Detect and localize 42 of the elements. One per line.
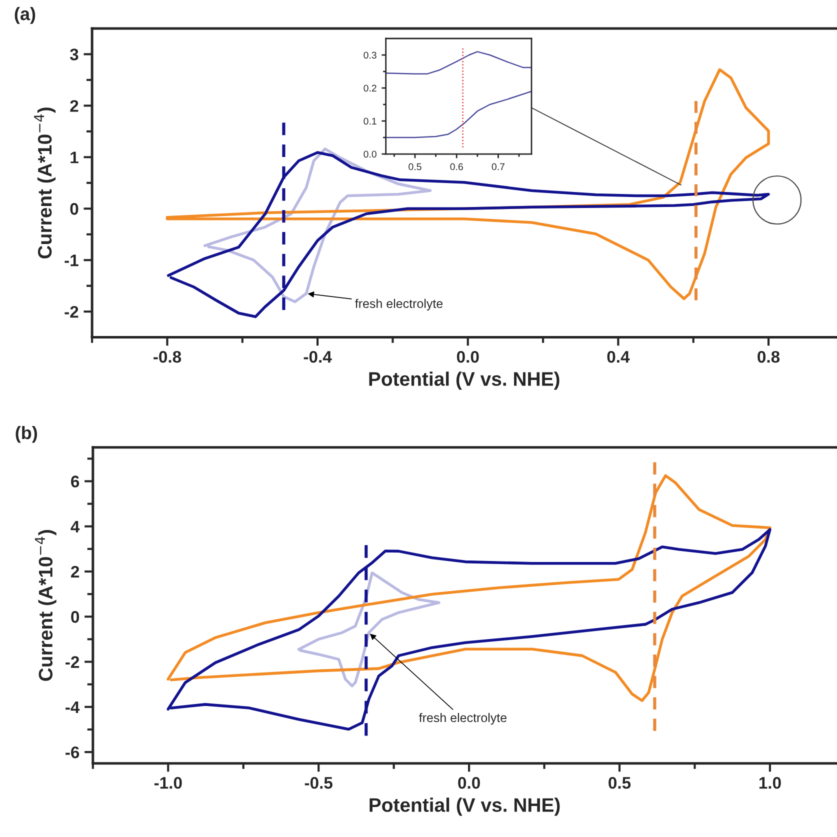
x-tick-label: 1.0: [759, 776, 781, 789]
y-tick-label: 0: [71, 611, 80, 623]
x-tick-label: 0.5: [408, 163, 422, 170]
y-tick-label: 0.2: [364, 84, 376, 92]
x-tick-label: 0.8: [758, 350, 780, 363]
x-axis-title: Potential (V vs. NHE): [369, 372, 560, 390]
x-tick-label: 0.7: [492, 163, 504, 170]
x-tick-label: -0.8: [154, 350, 182, 363]
y-tick-label: -4: [66, 701, 80, 713]
y-tick-label: 0.3: [364, 52, 376, 59]
x-tick-label: 0.0: [458, 776, 480, 789]
line-series: [297, 571, 440, 688]
x-tick-label: 0.6: [450, 163, 463, 170]
chart-title: (b): [16, 426, 38, 443]
x-tick-label: 0.0: [456, 350, 479, 363]
y-tick-label: 6: [71, 476, 80, 488]
y-tick-label: -1: [64, 254, 78, 266]
y-axis-title: Current (A*10$^{−4}$): [34, 530, 56, 681]
y-tick-label: 0.0: [364, 150, 376, 158]
y-tick-label: -6: [66, 746, 80, 758]
chart-title: (a): [14, 7, 36, 24]
x-tick-label: -1.0: [154, 776, 182, 789]
y-tick-label: 3: [70, 48, 78, 60]
y-tick-label: 2: [71, 566, 80, 578]
annotation: fresh electrolyte: [419, 712, 507, 725]
y-tick-label: 0.1: [364, 118, 376, 125]
x-tick-label: -0.4: [304, 350, 332, 363]
y-tick-label: 4: [70, 520, 80, 532]
y-tick-label: 1: [70, 152, 78, 164]
y-tick-label: 0: [70, 203, 78, 215]
y-tick-label: 2: [70, 100, 78, 112]
y-tick-label: -2: [64, 306, 78, 318]
annotation: fresh electrolyte: [355, 298, 443, 310]
x-axis-title: Potential (V vs. NHE): [370, 798, 560, 816]
x-tick-label: 0.5: [608, 776, 631, 789]
y-axis-title: Current (A*10$^{−4}$): [34, 108, 56, 258]
x-tick-label: -0.5: [304, 776, 332, 789]
x-tick-label: 0.4: [607, 350, 630, 363]
y-tick-label: -2: [66, 656, 80, 668]
line-series: [386, 51, 532, 74]
line-series: [386, 90, 532, 138]
line-series: [166, 474, 772, 702]
